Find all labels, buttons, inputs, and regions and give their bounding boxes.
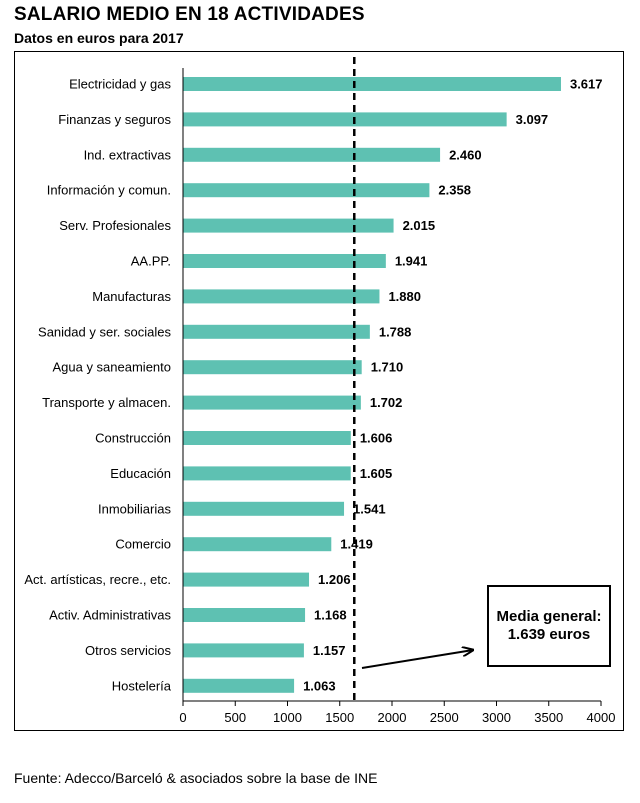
value-label-1: 3.617 xyxy=(570,77,603,92)
category-label-17: Otros servicios xyxy=(85,643,171,658)
value-label-2: 3.097 xyxy=(516,112,549,127)
bar-6 xyxy=(183,254,386,268)
x-tick-label-8: 3500 xyxy=(534,710,563,725)
category-label-8: Sanidad y ser. sociales xyxy=(38,324,171,339)
bar-2 xyxy=(183,112,507,127)
category-label-13: Inmobiliarias xyxy=(98,501,171,516)
value-label-16: 1.168 xyxy=(314,608,347,623)
bar-10 xyxy=(183,395,361,410)
callout-arrow xyxy=(361,650,473,669)
x-tick-label-9: 4000 xyxy=(587,710,616,725)
category-label-3: Ind. extractivas xyxy=(84,147,172,162)
value-label-15: 1.206 xyxy=(318,572,351,587)
chart-title: SALARIO MEDIO EN 18 ACTIVIDADES xyxy=(14,4,365,25)
bar-15 xyxy=(183,572,310,587)
category-label-14: Comercio xyxy=(115,537,171,552)
value-label-13: 1.541 xyxy=(353,501,386,516)
category-label-5: Serv. Profesionales xyxy=(59,218,171,233)
category-label-10: Transporte y almacen. xyxy=(42,395,171,410)
bar-8 xyxy=(183,324,370,339)
mean-callout-text: Media general: 1.639 euros xyxy=(496,608,602,643)
value-label-9: 1.710 xyxy=(371,360,404,375)
x-tick-label-7: 3000 xyxy=(482,710,511,725)
x-tick-label-5: 2000 xyxy=(378,710,407,725)
bar-11 xyxy=(183,431,351,445)
mean-callout-box: Media general: 1.639 euros xyxy=(487,585,611,667)
x-tick-label-2: 500 xyxy=(224,710,246,725)
value-label-10: 1.702 xyxy=(370,395,403,410)
x-tick-label-1: 0 xyxy=(179,710,186,725)
category-label-18: Hostelería xyxy=(112,678,172,693)
bar-7 xyxy=(183,289,380,304)
bar-18 xyxy=(183,678,295,693)
value-label-11: 1.606 xyxy=(360,431,393,446)
bar-9 xyxy=(183,360,362,375)
bar-3 xyxy=(183,147,441,162)
bar-4 xyxy=(183,183,430,198)
chart-frame xyxy=(14,51,624,731)
x-tick-label-3: 1000 xyxy=(273,710,302,725)
category-label-11: Construcción xyxy=(95,431,171,446)
value-label-17: 1.157 xyxy=(313,643,346,658)
source-note: Fuente: Adecco/Barceló & asociados sobre… xyxy=(14,770,378,786)
value-label-6: 1.941 xyxy=(395,254,428,269)
bar-5 xyxy=(183,218,394,233)
category-label-7: Manufacturas xyxy=(92,289,171,304)
value-label-3: 2.460 xyxy=(449,147,482,162)
value-label-14: 1.419 xyxy=(340,537,373,552)
bar-13 xyxy=(183,501,345,516)
bar-14 xyxy=(183,537,332,552)
category-label-9: Agua y saneamiento xyxy=(52,360,171,375)
value-label-4: 2.358 xyxy=(438,183,471,198)
category-label-2: Finanzas y seguros xyxy=(58,112,171,127)
category-label-6: AA.PP. xyxy=(131,254,171,269)
category-label-1: Electricidad y gas xyxy=(69,77,171,92)
value-label-7: 1.880 xyxy=(388,289,421,304)
bar-12 xyxy=(183,466,351,481)
x-tick-label-4: 1500 xyxy=(325,710,354,725)
category-label-12: Educación xyxy=(110,466,171,481)
value-label-5: 2.015 xyxy=(403,218,436,233)
category-label-15: Act. artísticas, recre., etc. xyxy=(24,572,171,587)
value-label-12: 1.605 xyxy=(360,466,393,481)
chart-subtitle: Datos en euros para 2017 xyxy=(14,30,184,46)
bar-16 xyxy=(183,608,306,622)
value-label-8: 1.788 xyxy=(379,324,412,339)
value-label-18: 1.063 xyxy=(303,678,336,693)
bar-17 xyxy=(183,643,304,658)
x-tick-label-6: 2500 xyxy=(430,710,459,725)
bar-1 xyxy=(183,77,561,91)
category-label-4: Información y comun. xyxy=(47,183,171,198)
category-label-16: Activ. Administrativas xyxy=(49,608,171,623)
